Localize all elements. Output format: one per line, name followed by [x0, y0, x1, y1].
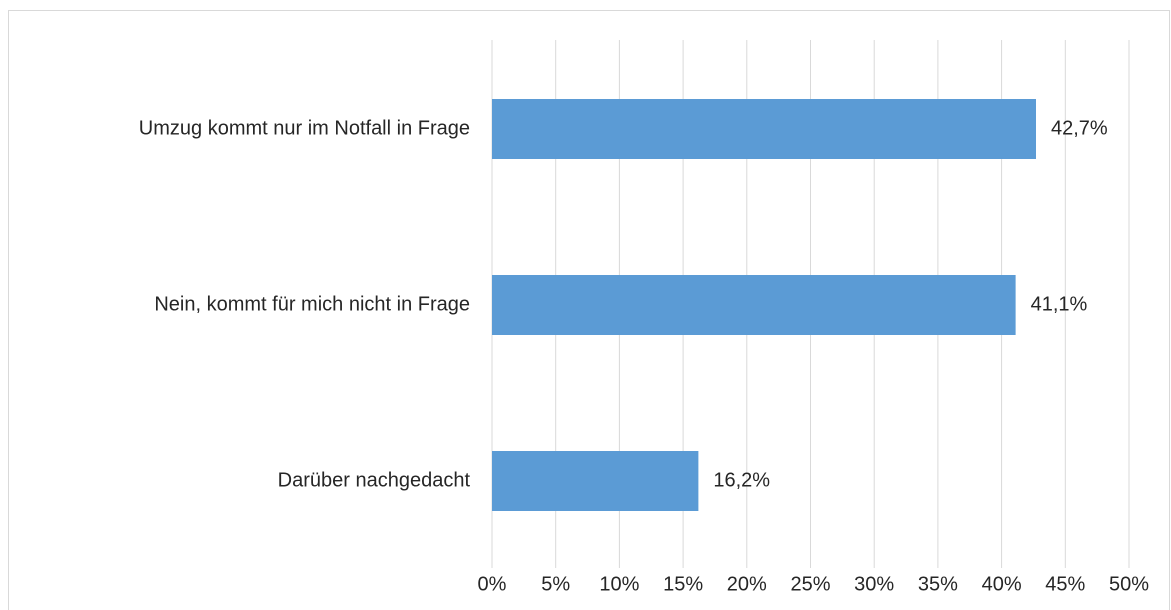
y-tick-label: Nein, kommt für mich nicht in Frage: [154, 293, 470, 315]
x-tick-label: 20%: [727, 573, 767, 595]
x-tick-label: 25%: [790, 573, 830, 595]
x-tick-label: 45%: [1045, 573, 1085, 595]
bar: [492, 99, 1036, 159]
x-tick-label: 30%: [854, 573, 894, 595]
y-tick-label: Darüber nachgedacht: [278, 469, 471, 491]
x-tick-label: 5%: [541, 573, 570, 595]
x-tick-label: 15%: [663, 573, 703, 595]
value-label: 42,7%: [1051, 117, 1108, 139]
x-tick-label: 35%: [918, 573, 958, 595]
value-label: 16,2%: [713, 469, 770, 491]
x-tick-label: 50%: [1109, 573, 1149, 595]
x-tick-label: 0%: [478, 573, 507, 595]
bar: [492, 451, 699, 511]
chart-border: [8, 10, 1170, 610]
x-tick-label: 10%: [599, 573, 639, 595]
x-tick-label: 40%: [982, 573, 1022, 595]
value-label: 41,1%: [1031, 293, 1088, 315]
y-tick-label: Umzug kommt nur im Notfall in Frage: [139, 117, 470, 139]
bar: [492, 275, 1016, 335]
